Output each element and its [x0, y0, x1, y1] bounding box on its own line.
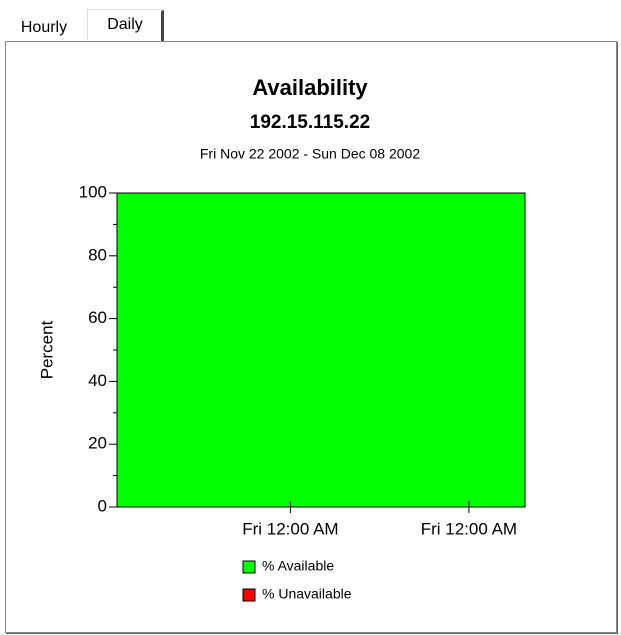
y-tick-label: 60 [88, 308, 107, 327]
y-tick-label: 40 [88, 371, 107, 390]
y-tick-label: 20 [88, 434, 107, 453]
legend-swatch [242, 560, 256, 574]
tab-hourly[interactable]: Hourly [20, 19, 68, 36]
y-tick-label: 100 [79, 182, 107, 201]
legend-swatch [242, 588, 256, 602]
x-tick-label: Fri 12:00 AM [421, 519, 517, 538]
legend-label: % Unavailable [262, 586, 352, 602]
chart-panel [5, 41, 617, 633]
legend-label: % Available [262, 558, 334, 574]
chart-subtitle: 192.15.115.22 [250, 112, 370, 133]
date-range: Fri Nov 22 2002 - Sun Dec 08 2002 [200, 146, 420, 162]
y-tick-label: 80 [88, 245, 107, 264]
y-axis-label: Percent [37, 320, 56, 379]
area [117, 193, 525, 507]
y-tick-label: 0 [98, 496, 107, 515]
tab-daily[interactable]: Daily [88, 10, 164, 41]
chart-title: Availability [252, 75, 368, 100]
x-tick-label: Fri 12:00 AM [242, 519, 338, 538]
